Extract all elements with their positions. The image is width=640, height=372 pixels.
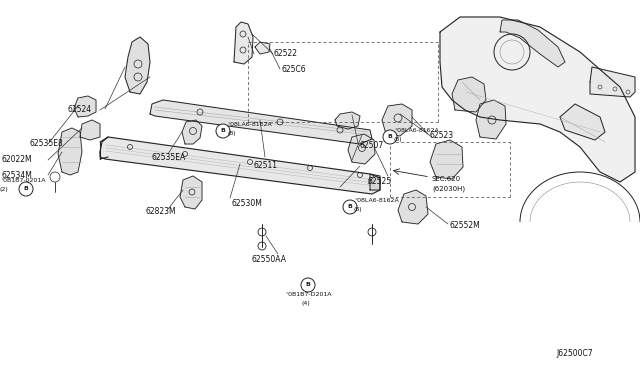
Polygon shape (500, 20, 565, 67)
Polygon shape (335, 112, 360, 129)
Polygon shape (125, 37, 150, 94)
Text: °0B1B7-D201A: °0B1B7-D201A (285, 292, 332, 296)
Text: °08LA6-8162A: °08LA6-8162A (394, 128, 439, 132)
Text: 62823M: 62823M (146, 208, 177, 217)
Polygon shape (398, 190, 428, 224)
Text: 62525: 62525 (368, 177, 392, 186)
Text: J62500C7: J62500C7 (556, 350, 593, 359)
Text: 62535E8: 62535E8 (30, 140, 64, 148)
Text: 62523: 62523 (430, 131, 454, 141)
Polygon shape (560, 104, 605, 140)
Text: 62522: 62522 (274, 49, 298, 58)
Text: °08LA6-8162A: °08LA6-8162A (227, 122, 272, 126)
Text: B: B (305, 282, 310, 288)
Circle shape (301, 278, 315, 292)
Text: 62524: 62524 (68, 105, 92, 113)
Text: 62022M: 62022M (2, 155, 33, 164)
Text: (4): (4) (302, 301, 311, 307)
Text: (2): (2) (0, 187, 9, 192)
Text: B: B (348, 205, 353, 209)
Polygon shape (234, 22, 253, 64)
Polygon shape (476, 100, 506, 139)
Circle shape (19, 182, 33, 196)
Circle shape (383, 130, 397, 144)
Text: SEC.620: SEC.620 (432, 176, 461, 182)
Polygon shape (182, 120, 202, 144)
Polygon shape (590, 67, 635, 97)
Text: B: B (24, 186, 28, 192)
Polygon shape (430, 140, 463, 179)
Text: 62534M: 62534M (2, 170, 33, 180)
Polygon shape (58, 128, 82, 175)
Text: B: B (388, 135, 392, 140)
Polygon shape (150, 100, 372, 144)
Text: (8): (8) (227, 131, 236, 135)
Polygon shape (180, 176, 202, 209)
Polygon shape (74, 96, 96, 117)
Text: 625C6: 625C6 (281, 64, 306, 74)
Text: (8): (8) (354, 206, 363, 212)
Polygon shape (370, 174, 380, 190)
Text: 62507: 62507 (360, 141, 384, 150)
Text: 62530M: 62530M (232, 199, 263, 208)
Circle shape (216, 124, 230, 138)
Polygon shape (382, 104, 412, 136)
Text: 62535EA: 62535EA (152, 154, 186, 163)
Text: 62552M: 62552M (450, 221, 481, 231)
Polygon shape (255, 42, 270, 54)
Polygon shape (100, 137, 380, 194)
Polygon shape (440, 17, 635, 182)
Text: (8): (8) (394, 137, 403, 141)
Text: B: B (221, 128, 225, 134)
Polygon shape (80, 120, 100, 140)
Polygon shape (348, 134, 375, 164)
Text: °08LA6-8162A: °08LA6-8162A (354, 198, 399, 202)
Text: °0B1B7-0201A: °0B1B7-0201A (0, 177, 45, 183)
Polygon shape (452, 77, 486, 112)
Text: 62550AA: 62550AA (252, 256, 287, 264)
Text: (62030H): (62030H) (432, 186, 465, 192)
Circle shape (343, 200, 357, 214)
Text: 62511: 62511 (253, 160, 277, 170)
